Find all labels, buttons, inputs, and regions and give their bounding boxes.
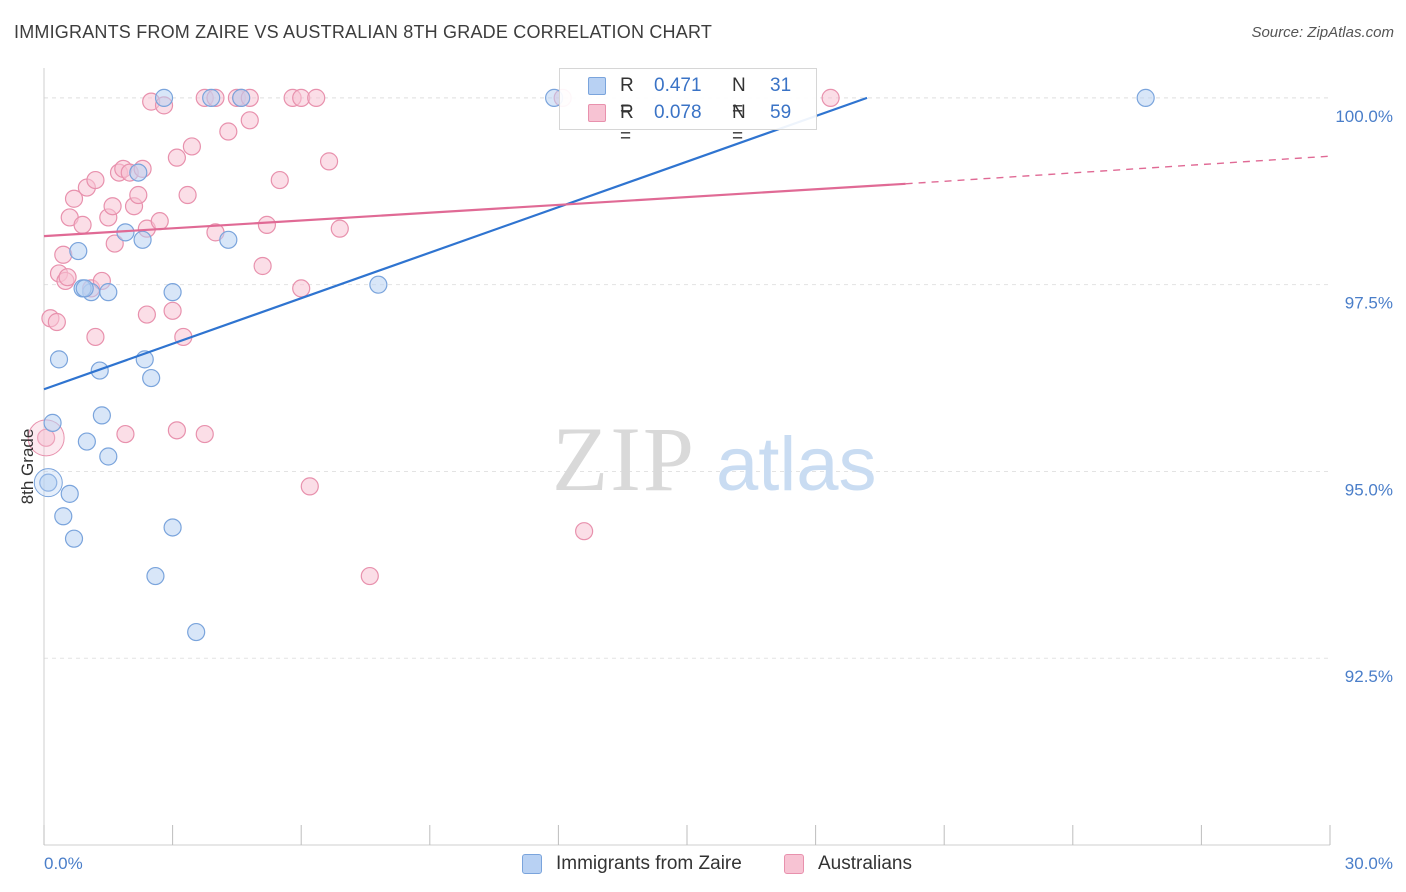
australians-point: [64, 189, 84, 208]
zaire-point: [99, 283, 118, 302]
zaire-point: [146, 566, 165, 586]
y-tick-label: 95.0%: [1345, 480, 1393, 499]
australians-point: [257, 215, 277, 234]
australians-point: [129, 185, 148, 205]
australians-point: [292, 279, 311, 298]
watermark-atlas: atlas: [716, 422, 877, 507]
zaire-point: [54, 507, 73, 526]
zaire-point: [60, 484, 79, 503]
zaire-point: [129, 163, 148, 182]
australians-point: [360, 566, 379, 586]
australians-point: [86, 327, 105, 347]
australians-point: [307, 88, 326, 107]
australians-point: [86, 170, 105, 190]
australians-point: [163, 301, 182, 320]
australians-point: [575, 522, 594, 541]
zaire-point: [77, 432, 96, 451]
australians-trend-extension: [905, 155, 1331, 185]
zaire-point: [369, 275, 388, 294]
australians-point: [73, 215, 92, 234]
zaire-point: [69, 241, 88, 261]
zaire-point: [39, 473, 58, 492]
australians-point: [253, 256, 272, 276]
legend-swatch-australians: [784, 854, 804, 874]
legend-swatch-australians: [588, 104, 606, 122]
chart-title: IMMIGRANTS FROM ZAIRE VS AUSTRALIAN 8TH …: [14, 22, 713, 42]
stats-legend: R = 0.471 N = 31 R = 0.078 N = 59: [559, 68, 817, 147]
zaire-point: [202, 88, 221, 107]
australians-point: [37, 428, 56, 447]
x-tick-label: 30.0%: [1345, 854, 1393, 873]
australians-point: [54, 245, 73, 264]
zaire-point: [64, 529, 84, 548]
australians-point: [167, 148, 186, 167]
zaire-point-large: [33, 468, 63, 498]
legend-r-label: R =: [620, 102, 634, 147]
source-label: Source: ZipAtlas.com: [1251, 24, 1394, 41]
axes: [43, 68, 1331, 846]
australians-point: [270, 170, 289, 190]
legend-n-label: N =: [732, 75, 746, 120]
australians-point: [167, 421, 186, 440]
zaire-point: [92, 406, 111, 425]
legend-n-value: 31: [770, 75, 792, 96]
zaire-point: [49, 350, 69, 369]
zaire-point: [187, 622, 206, 642]
australians-point: [219, 122, 238, 141]
zaire-trend-line: [43, 96, 868, 391]
y-tick-label: 97.5%: [1345, 294, 1393, 313]
australians-point: [182, 137, 201, 156]
zaire-point: [219, 230, 238, 249]
x-tick-label: 0.0%: [44, 854, 83, 873]
zaire-points: [33, 88, 1155, 642]
zaire-point: [163, 283, 182, 302]
australians-point: [47, 312, 66, 332]
legend-swatch-zaire: [588, 77, 606, 95]
y-tick-label: 92.5%: [1345, 667, 1393, 686]
y-axis-label: 8th Grade: [18, 429, 37, 505]
tick-labels: 100.0% 97.5% 95.0% 92.5% 0.0% 30.0%: [44, 107, 1393, 873]
australians-point: [103, 197, 122, 216]
australians-point: [116, 424, 135, 444]
zaire-point: [133, 230, 152, 249]
y-tick-label: 100.0%: [1335, 107, 1393, 126]
australians-point: [178, 185, 197, 205]
legend-swatch-zaire: [522, 854, 542, 874]
zaire-point: [75, 279, 94, 298]
australians-points: [27, 88, 840, 586]
watermark: ZIP atlas: [552, 408, 877, 510]
watermark-zip: ZIP: [552, 408, 696, 510]
australians-trend-line: [43, 182, 906, 238]
australians-point: [300, 477, 319, 496]
australians-point: [137, 305, 156, 324]
trend-lines: [43, 96, 1331, 391]
zaire-point: [142, 368, 161, 388]
australians-point: [319, 152, 339, 171]
legend-r-value: 0.078: [654, 102, 702, 123]
legend-label-australians: Australians: [818, 853, 912, 874]
legend-r-label: R =: [620, 75, 634, 120]
zaire-point: [163, 518, 182, 537]
zaire-point: [99, 447, 118, 466]
zaire-point: [43, 413, 62, 432]
australians-point: [821, 88, 840, 107]
zaire-point: [154, 88, 174, 107]
australians-point: [150, 212, 169, 231]
australians-point: [58, 268, 77, 287]
legend-r-value: 0.471: [654, 75, 702, 96]
zaire-point: [1136, 88, 1155, 107]
australians-point: [330, 219, 349, 238]
zaire-point: [232, 88, 251, 107]
australians-point: [240, 111, 259, 130]
australians-point: [195, 424, 214, 444]
australians-point: [105, 234, 124, 253]
legend-n-label: N =: [732, 102, 746, 147]
legend-label-zaire: Immigrants from Zaire: [556, 853, 742, 874]
gridlines: [44, 97, 1330, 659]
legend-n-value: 59: [770, 102, 792, 123]
